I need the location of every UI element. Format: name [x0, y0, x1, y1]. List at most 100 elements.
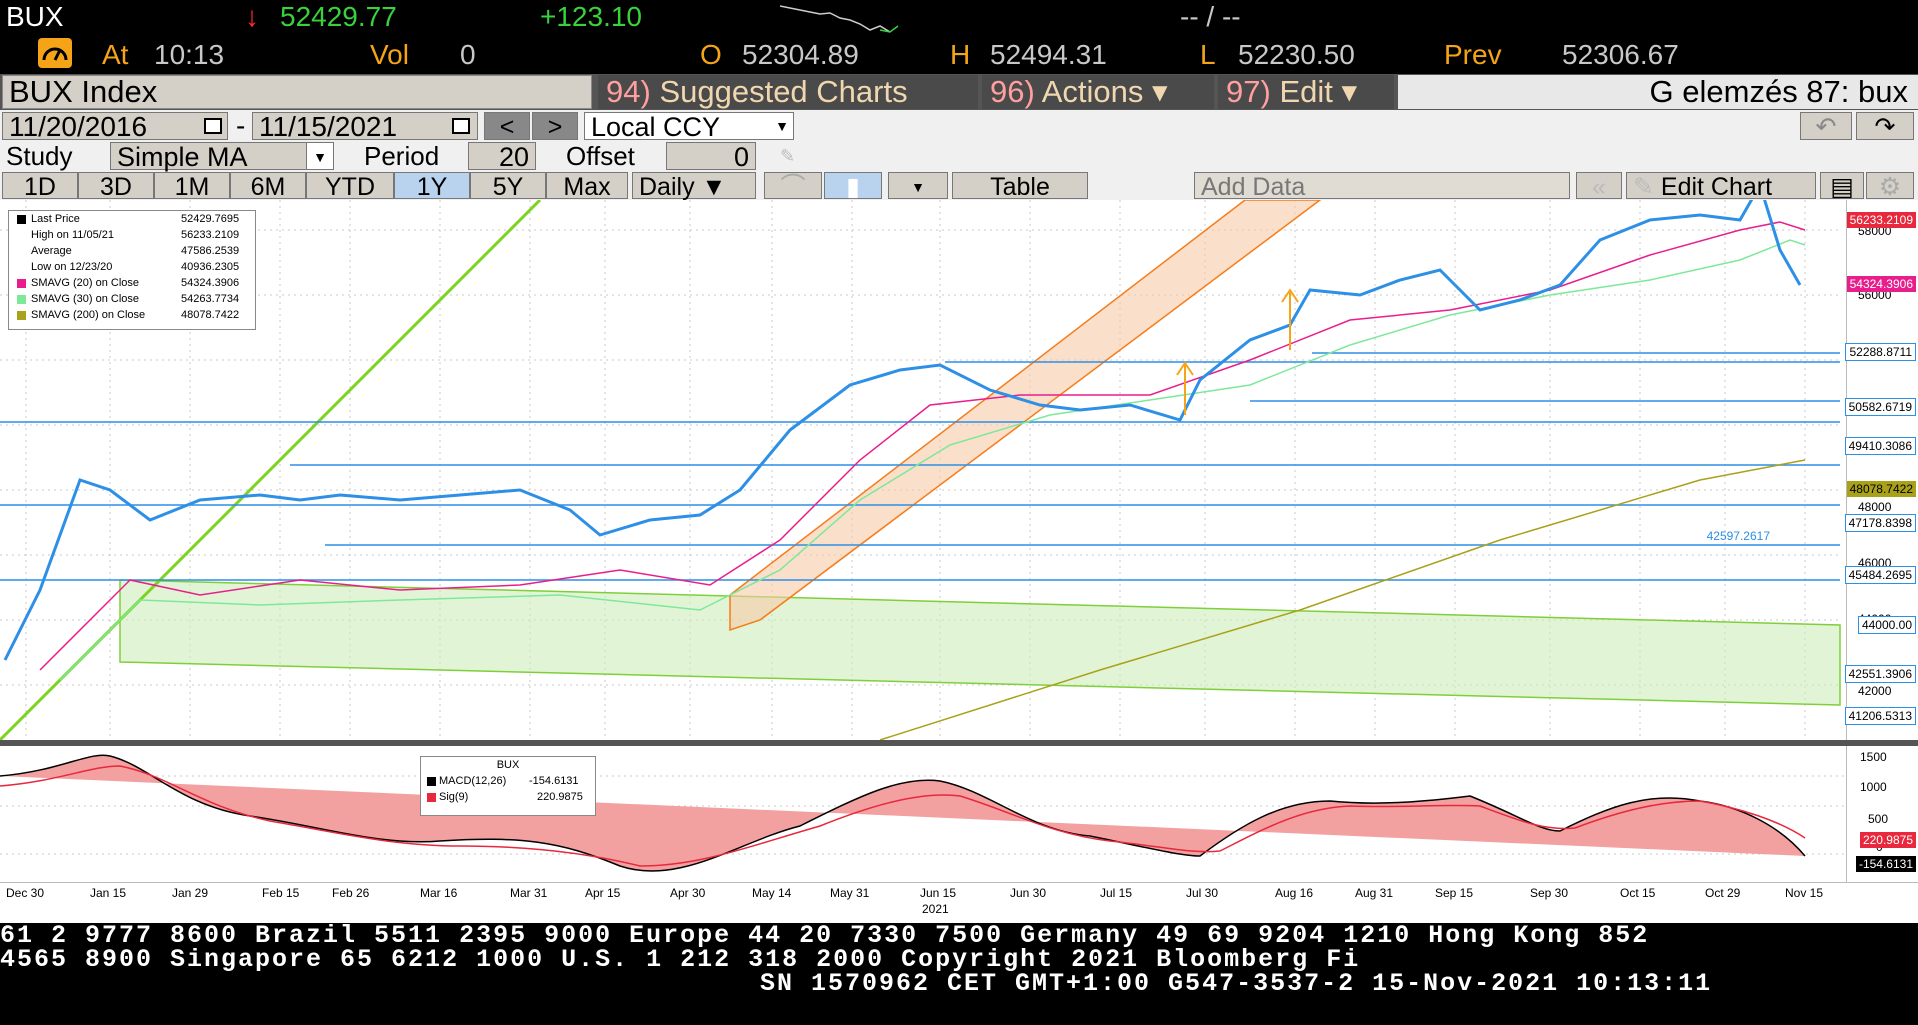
menu-label: Actions ▾ — [1041, 74, 1168, 109]
legend-value: -154.6131 — [529, 775, 579, 787]
menu-actions[interactable]: 96) Actions ▾ — [982, 75, 1214, 109]
open-label: O — [700, 39, 722, 70]
edit-chart-button[interactable]: ✎ Edit Chart — [1626, 172, 1816, 201]
legend-label: Last Price — [31, 213, 80, 225]
period-field[interactable]: 20 — [468, 142, 536, 172]
security-name: BUX Index — [9, 74, 158, 109]
prev-label: Prev — [1444, 39, 1502, 70]
legend-row: High on 11/05/21 56233.2109 — [9, 227, 255, 243]
study-select[interactable]: Simple MA — [110, 142, 334, 171]
macd-legend[interactable]: BUX MACD(12,26) -154.6131 Sig(9) 220.987… — [420, 756, 596, 816]
chart-settings-icon[interactable]: ▤ — [1820, 172, 1864, 201]
x-tick: Apr 30 — [670, 886, 706, 900]
legend-swatch — [17, 279, 26, 288]
footer-line-2: 4565 8900 Singapore 65 6212 1000 U.S. 1 … — [0, 945, 1361, 974]
x-tick: Oct 29 — [1705, 886, 1741, 900]
period-button-5y[interactable]: 5Y — [470, 172, 546, 201]
collapse-button[interactable]: « — [1576, 172, 1622, 201]
start-date-field[interactable]: 11/20/2016 — [2, 111, 228, 142]
legend-label: High on 11/05/21 — [31, 229, 114, 241]
period-button-3d[interactable]: 3D — [78, 172, 154, 201]
period-button-1m[interactable]: 1M — [154, 172, 230, 201]
pane-splitter[interactable] — [0, 740, 1918, 746]
macd-tick: 1500 — [1860, 750, 1887, 764]
start-date: 11/20/2016 — [9, 111, 148, 142]
pencil-icon: ✎ — [1633, 173, 1661, 201]
chevron-down-icon[interactable]: ▼ — [306, 142, 334, 170]
x-axis — [0, 882, 1918, 923]
candle-chart-button[interactable]: ▮ — [824, 172, 882, 201]
line-chart-button[interactable]: ⌒ — [764, 172, 822, 201]
x-tick: Feb 15 — [262, 886, 300, 900]
period-button-max[interactable]: Max — [546, 172, 628, 201]
vol-label: Vol — [370, 39, 409, 70]
low-value: 52230.50 — [1238, 39, 1355, 70]
legend-swatch — [427, 793, 436, 802]
add-data-field[interactable]: Add Data — [1194, 172, 1570, 201]
menu-number: 94) — [606, 74, 651, 109]
x-tick: Oct 15 — [1620, 886, 1656, 900]
table-label: Table — [990, 173, 1050, 201]
price-tag-high: 56233.2109 — [1846, 212, 1916, 228]
offset-field[interactable]: 0 — [666, 142, 756, 171]
price-tag-level: 49410.3086 — [1844, 437, 1916, 455]
price-chart: 42597.2617 — [0, 200, 1841, 740]
x-tick: Apr 15 — [585, 886, 621, 900]
menu-edit[interactable]: 97) Edit ▾ — [1218, 75, 1394, 109]
calendar-icon[interactable] — [204, 118, 222, 134]
pencil-icon[interactable]: ✎ — [780, 146, 796, 166]
x-tick: Dec 30 — [6, 886, 45, 900]
security-field[interactable]: BUX Index — [2, 75, 592, 109]
legend-row: SMAVG (20) on Close 54324.3906 — [9, 275, 255, 291]
calendar-icon[interactable] — [452, 118, 470, 134]
legend-row: SMAVG (30) on Close 54263.7734 — [9, 291, 255, 307]
chevron-down-icon[interactable]: ▼ — [775, 118, 789, 134]
price-tag-level: 47178.8398 — [1844, 514, 1916, 532]
period-button-label: 1Y — [416, 173, 448, 201]
next-period-button[interactable]: > — [532, 112, 578, 141]
menu-suggested-charts[interactable]: 94) Suggested Charts — [598, 75, 978, 109]
legend-row: Low on 12/23/20 40936.2305 — [9, 259, 255, 275]
macd-tag-signal: 220.9875 — [1859, 832, 1916, 848]
chart-legend[interactable]: Last Price 52429.7695 High on 11/05/21 5… — [8, 210, 256, 330]
period-button-ytd[interactable]: YTD — [306, 172, 394, 201]
legend-value: 54324.3906 — [181, 277, 240, 289]
macd-legend-title: BUX — [496, 759, 520, 771]
chevron-right-icon: > — [547, 113, 563, 141]
edit-chart-label: Edit Chart — [1660, 173, 1773, 201]
macd-tag-macd: -154.6131 — [1855, 856, 1916, 872]
end-date-field[interactable]: 11/15/2021 — [252, 112, 478, 141]
price-tag-sma20: 54324.3906 — [1846, 276, 1916, 292]
period-button-label: 1D — [24, 173, 56, 201]
speedometer-icon[interactable] — [38, 38, 72, 68]
price-tag-level: 52288.8711 — [1845, 343, 1916, 361]
x-tick: Jun 15 — [920, 886, 957, 900]
frequency-select[interactable]: Daily ▼ — [632, 172, 756, 201]
currency-select[interactable]: Local CCY — [584, 112, 794, 141]
redo-button[interactable]: ↷ — [1856, 112, 1914, 141]
prev-period-button[interactable]: < — [484, 112, 530, 141]
add-data-label: Add Data — [1201, 173, 1306, 201]
time-fields: -- / -- — [1180, 1, 1241, 32]
x-tick: Nov 15 — [1785, 886, 1824, 900]
sparkline — [780, 5, 899, 33]
legend-swatch — [17, 215, 26, 224]
y-tick: 48000 — [1858, 500, 1892, 514]
period-button-1d[interactable]: 1D — [2, 172, 78, 201]
undo-button[interactable]: ↶ — [1800, 112, 1852, 141]
channel-level-label: 42597.2617 — [1707, 529, 1771, 543]
period-button-6m[interactable]: 6M — [230, 172, 306, 201]
legend-label: SMAVG (200) on Close — [31, 309, 146, 321]
legend-label: Sig(9) — [439, 791, 469, 803]
period-button-1y[interactable]: 1Y — [394, 172, 470, 201]
chart-type-dropdown[interactable]: ▼ — [888, 172, 948, 199]
chevron-left-icon: < — [499, 113, 515, 141]
footer-line-1: 61 2 9777 8600 Brazil 5511 2395 9000 Eur… — [0, 921, 1650, 950]
legend-row: MACD(12,26) -154.6131 — [421, 773, 595, 789]
x-tick: Mar 31 — [510, 886, 548, 900]
legend-label: SMAVG (20) on Close — [31, 277, 140, 289]
gear-icon[interactable]: ⚙ — [1866, 172, 1914, 201]
period-value: 20 — [498, 142, 529, 172]
menu-label: Edit ▾ — [1279, 74, 1358, 109]
table-button[interactable]: Table — [952, 172, 1088, 201]
